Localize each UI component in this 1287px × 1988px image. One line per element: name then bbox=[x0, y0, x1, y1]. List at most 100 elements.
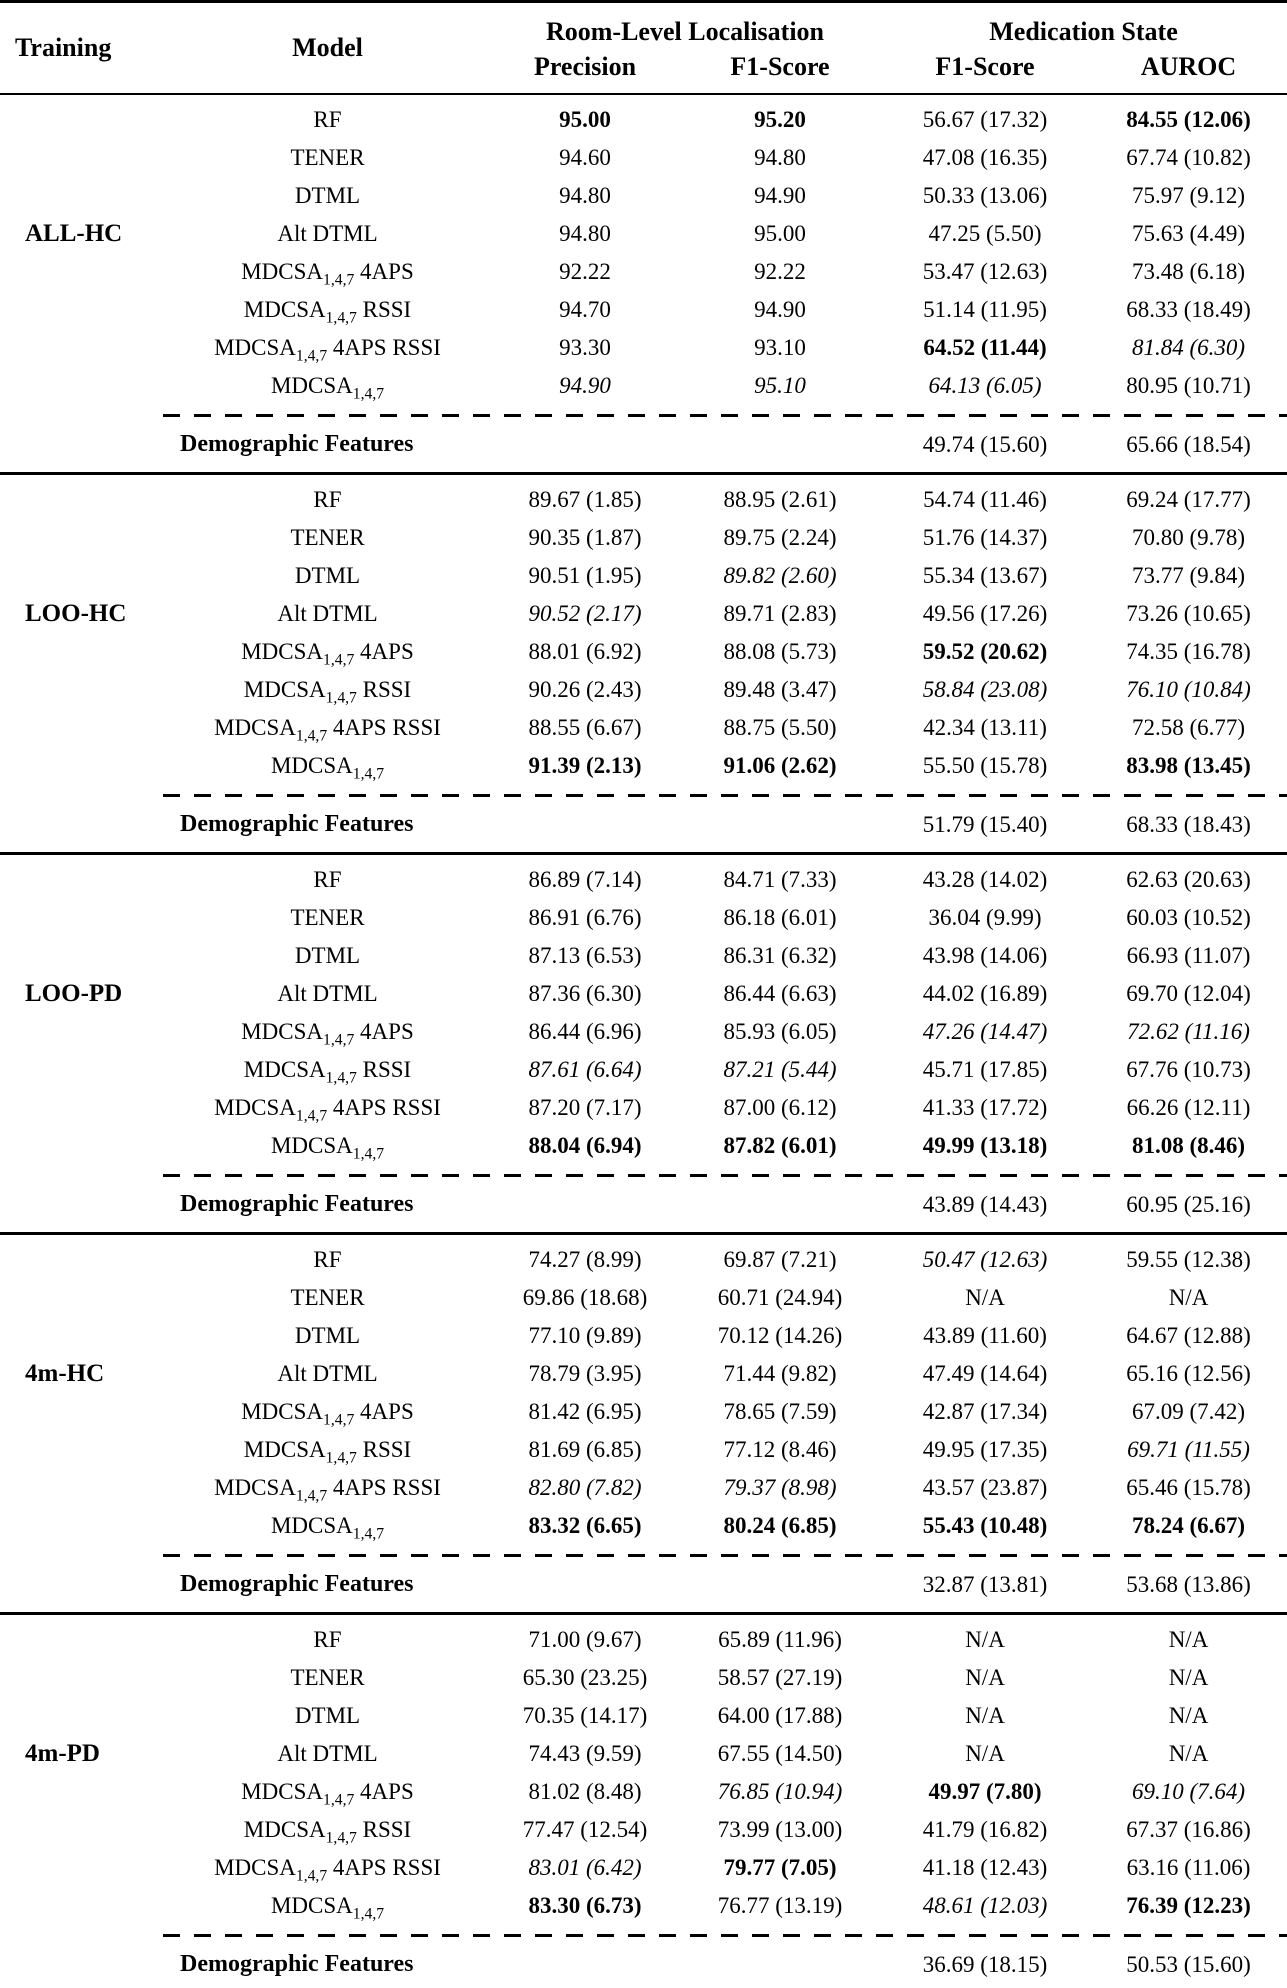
precision-cell: 83.01 (6.42) bbox=[528, 1855, 642, 1880]
table-row: TENER 69.86 (18.68) 60.71 (24.94) N/A N/A bbox=[0, 1279, 1287, 1317]
f1-score-room-cell: 85.93 (6.05) bbox=[723, 1019, 837, 1044]
precision-cell: 86.91 (6.76) bbox=[528, 905, 642, 930]
precision-cell: 74.43 (9.59) bbox=[528, 1741, 642, 1766]
f1-score-room-cell: 60.71 (24.94) bbox=[717, 1285, 843, 1310]
training-group-label: 4m-PD bbox=[25, 1740, 100, 1767]
training-group-label: LOO-HC bbox=[25, 600, 127, 627]
training-group-label: ALL-HC bbox=[25, 220, 123, 247]
auroc-cell: 65.16 (12.56) bbox=[1126, 1361, 1251, 1386]
precision-cell: 89.67 (1.85) bbox=[528, 487, 642, 512]
demographic-features-label: Demographic Features bbox=[180, 811, 414, 837]
f1-score-room-cell: 65.89 (11.96) bbox=[718, 1627, 842, 1652]
table-row: MDCSA1,4,7 RSSI 87.61 (6.64) 87.21 (5.44) 4… bbox=[0, 1051, 1287, 1089]
f1-score-med-cell: 58.84 (23.08) bbox=[922, 677, 1048, 702]
auroc-cell: 81.08 (8.46) bbox=[1131, 1133, 1246, 1158]
f1-score-med-cell: 64.52 (11.44) bbox=[923, 335, 1047, 360]
f1-score-room-cell: 94.90 bbox=[754, 183, 806, 208]
auroc-cell: 65.66 (18.54) bbox=[1126, 431, 1251, 457]
precision-cell: 88.55 (6.67) bbox=[528, 715, 642, 740]
column-group-room-level-localisation: Room-Level Localisation Precision F1-Sco… bbox=[490, 3, 880, 93]
table-row: Alt DTML 78.79 (3.95) 71.44 (9.82) 47.49 (1… bbox=[0, 1355, 1287, 1393]
group-header-label: Medication State bbox=[989, 17, 1178, 46]
f1-score-med-cell: 49.99 (13.18) bbox=[922, 1133, 1048, 1158]
table-row: RF 86.89 (7.14) 84.71 (7.33) 43.28 (14.02) 6… bbox=[0, 861, 1287, 899]
f1-score-med-cell: 64.13 (6.05) bbox=[928, 373, 1042, 398]
model-cell: MDCSA1,4,7 bbox=[270, 753, 385, 783]
f1-score-room-cell: 80.24 (6.85) bbox=[723, 1513, 837, 1538]
table-body: ALL-HC RF 95.00 95.20 56.67 (17.32) 84.55 (12… bbox=[0, 95, 1287, 1988]
auroc-cell: 84.55 (12.06) bbox=[1126, 107, 1251, 132]
precision-cell: 65.30 (23.25) bbox=[522, 1665, 648, 1690]
f1-score-med-cell: N/A bbox=[965, 1627, 1005, 1652]
dashed-separator bbox=[163, 1174, 1287, 1177]
demographic-features-row: Demographic Features 43.89 (14.43) 60.95 (… bbox=[0, 1177, 1287, 1232]
model-cell: MDCSA1,4,7 RSSI bbox=[243, 1817, 412, 1847]
auroc-cell: 62.63 (20.63) bbox=[1126, 867, 1251, 892]
table-row: MDCSA1,4,7 4APS 81.02 (8.48) 76.85 (10.94)… bbox=[0, 1773, 1287, 1811]
f1-score-med-cell: 43.28 (14.02) bbox=[922, 867, 1048, 892]
table-row: MDCSA1,4,7 4APS 86.44 (6.96) 85.93 (6.05) 4… bbox=[0, 1013, 1287, 1051]
model-cell: Alt DTML bbox=[277, 221, 378, 246]
table-row: MDCSA1,4,7 4APS 92.22 92.22 53.47 (12.63) 73… bbox=[0, 253, 1287, 291]
model-cell: MDCSA1,4,7 4APS bbox=[241, 639, 414, 669]
demographic-features-row: Demographic Features 32.87 (13.81) 53.68 (… bbox=[0, 1557, 1287, 1612]
f1-score-room-cell: 87.21 (5.44) bbox=[723, 1057, 837, 1082]
f1-score-med-cell: 55.43 (10.48) bbox=[922, 1513, 1048, 1538]
table-row: MDCSA1,4,7 4APS RSSI 93.30 93.10 64.52 (11.… bbox=[0, 329, 1287, 367]
f1-score-med-cell: 32.87 (13.81) bbox=[922, 1571, 1048, 1597]
auroc-cell: 66.93 (11.07) bbox=[1126, 943, 1251, 968]
model-rows: ALL-HC RF 95.00 95.20 56.67 (17.32) 84.55 (12… bbox=[0, 95, 1287, 405]
training-group-section: LOO-PD RF 86.89 (7.14) 84.71 (7.33) 43.28 (1… bbox=[0, 852, 1287, 1232]
precision-cell: 81.42 (6.95) bbox=[528, 1399, 642, 1424]
table-row: MDCSA1,4,7 4APS 88.01 (6.92) 88.08 (5.73) 5… bbox=[0, 633, 1287, 671]
f1-score-room-cell: 71.44 (9.82) bbox=[723, 1361, 837, 1386]
auroc-cell: 67.37 (16.86) bbox=[1126, 1817, 1251, 1842]
f1-score-room-cell: 91.06 (2.62) bbox=[723, 753, 837, 778]
table-row: MDCSA1,4,7 RSSI 81.69 (6.85) 77.12 (8.46) 4… bbox=[0, 1431, 1287, 1469]
auroc-cell: 60.03 (10.52) bbox=[1126, 905, 1251, 930]
auroc-cell: 76.39 (12.23) bbox=[1126, 1893, 1251, 1918]
f1-score-room-cell: 88.75 (5.50) bbox=[723, 715, 837, 740]
precision-cell: 71.00 (9.67) bbox=[528, 1627, 642, 1652]
f1-score-med-cell: N/A bbox=[965, 1741, 1005, 1766]
model-cell: Alt DTML bbox=[277, 981, 378, 1006]
auroc-cell: 66.26 (12.11) bbox=[1126, 1095, 1251, 1120]
precision-cell: 94.90 bbox=[559, 373, 611, 398]
demographic-features-row: Demographic Features 51.79 (15.40) 68.33 (… bbox=[0, 797, 1287, 852]
f1-score-med-cell: 48.61 (12.03) bbox=[922, 1893, 1048, 1918]
f1-score-med-cell: 47.49 (14.64) bbox=[922, 1361, 1048, 1386]
model-cell: RF bbox=[313, 487, 342, 512]
table-row: TENER 86.91 (6.76) 86.18 (6.01) 36.04 (9.99… bbox=[0, 899, 1287, 937]
auroc-cell: 50.53 (15.60) bbox=[1126, 1951, 1251, 1977]
auroc-cell: N/A bbox=[1168, 1703, 1209, 1728]
precision-cell: 87.36 (6.30) bbox=[528, 981, 642, 1006]
f1-score-room-cell: 89.71 (2.83) bbox=[723, 601, 837, 626]
f1-score-room-cell: 70.12 (14.26) bbox=[717, 1323, 843, 1348]
model-rows: LOO-HC RF 89.67 (1.85) 88.95 (2.61) 54.74 (1… bbox=[0, 475, 1287, 785]
table-row: RF 74.27 (8.99) 69.87 (7.21) 50.47 (12.63) 5… bbox=[0, 1241, 1287, 1279]
auroc-cell: 75.97 (9.12) bbox=[1131, 183, 1246, 208]
column-header-training: Training bbox=[15, 33, 112, 62]
precision-cell: 90.51 (1.95) bbox=[528, 563, 642, 588]
table-row: RF 89.67 (1.85) 88.95 (2.61) 54.74 (11.46) 6… bbox=[0, 481, 1287, 519]
demographic-features-row: Demographic Features 49.74 (15.60) 65.66 (… bbox=[0, 417, 1287, 472]
column-header-f1-score-med: F1-Score bbox=[935, 52, 1035, 81]
f1-score-med-cell: 55.34 (13.67) bbox=[922, 563, 1048, 588]
f1-score-med-cell: 49.95 (17.35) bbox=[922, 1437, 1048, 1462]
auroc-cell: 72.58 (6.77) bbox=[1131, 715, 1246, 740]
model-cell: DTML bbox=[294, 183, 361, 208]
f1-score-room-cell: 92.22 bbox=[754, 259, 806, 284]
precision-cell: 86.44 (6.96) bbox=[528, 1019, 642, 1044]
f1-score-room-cell: 77.12 (8.46) bbox=[723, 1437, 837, 1462]
f1-score-room-cell: 76.77 (13.19) bbox=[717, 1893, 843, 1918]
f1-score-room-cell: 84.71 (7.33) bbox=[723, 867, 837, 892]
f1-score-room-cell: 94.90 bbox=[754, 297, 806, 322]
demographic-features-label: Demographic Features bbox=[180, 1191, 414, 1217]
f1-score-room-cell: 86.44 (6.63) bbox=[723, 981, 837, 1006]
f1-score-room-cell: 88.95 (2.61) bbox=[723, 487, 837, 512]
precision-cell: 69.86 (18.68) bbox=[522, 1285, 648, 1310]
f1-score-med-cell: 51.76 (14.37) bbox=[922, 525, 1048, 550]
f1-score-room-cell: 64.00 (17.88) bbox=[717, 1703, 843, 1728]
header-separator-rule bbox=[0, 93, 1287, 95]
